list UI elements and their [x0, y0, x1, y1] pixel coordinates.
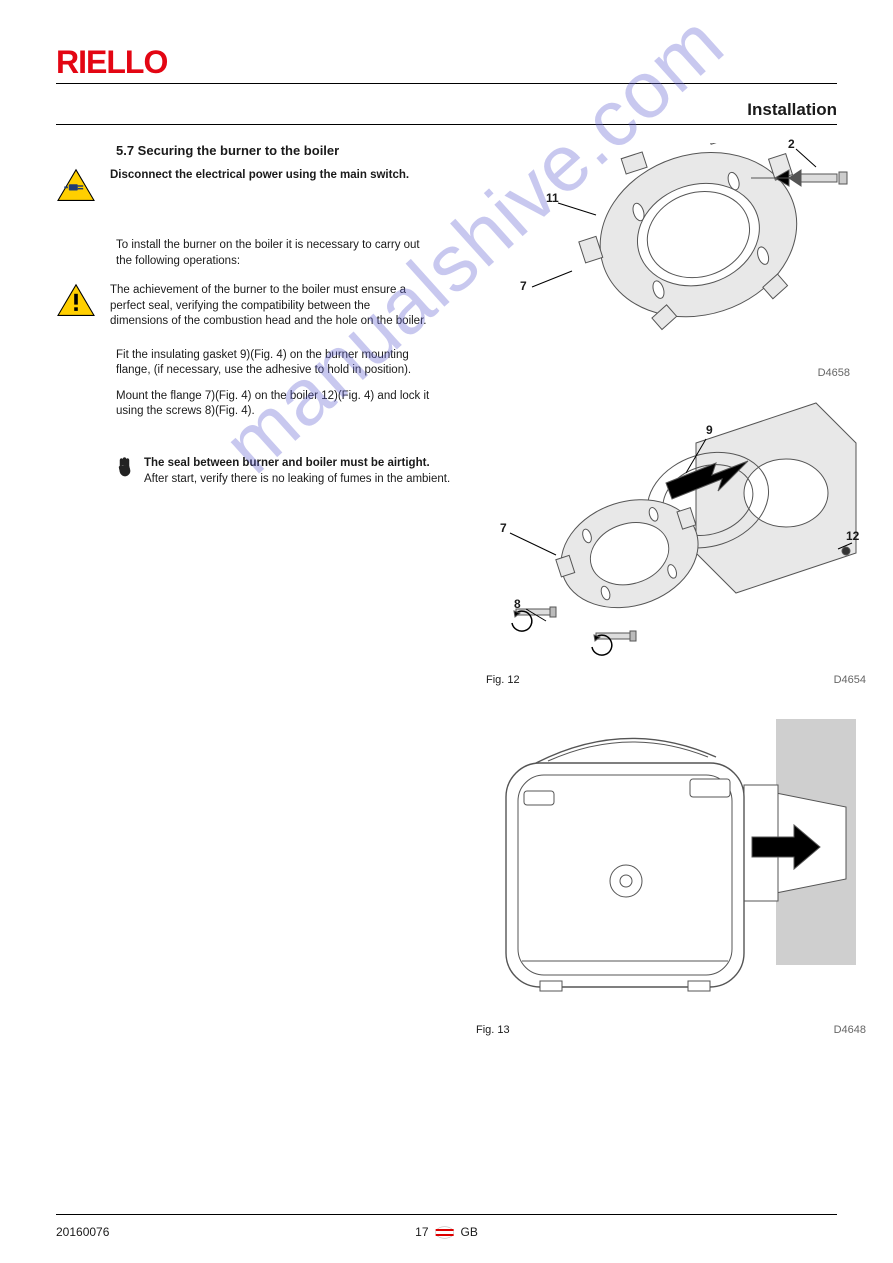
fig1-callout-11: 11 [546, 191, 559, 205]
warning-text: The achievement of the burner to the boi… [110, 283, 430, 330]
section-rule [56, 124, 837, 125]
page-footer: 20160076 17 GB [56, 1225, 837, 1239]
fig2-callout-12: 12 [846, 529, 859, 543]
fig3-number: D4648 [834, 1024, 866, 1036]
fig3-caption: Fig. 13 [476, 1024, 510, 1036]
figure-3: Fig. 13 D4648 [476, 683, 866, 1036]
footer-rule [56, 1214, 837, 1215]
fig1-number: D4658 [818, 367, 850, 379]
figure-2-diagram [486, 383, 866, 663]
seal-caption: The seal between burner and boiler must … [144, 456, 450, 472]
flag-icon [435, 1226, 455, 1239]
footer-doc-id: 20160076 [56, 1225, 109, 1239]
power-plug-warning-icon [56, 168, 96, 204]
instruction-step-1: Fit the insulating gasket 9)(Fig. 4) on … [116, 348, 436, 379]
section-title: Installation [747, 100, 837, 120]
fig2-callout-8: 8 [514, 597, 521, 611]
fig2-callout-7: 7 [500, 521, 507, 535]
figure-1: 2 11 7 D4658 [496, 143, 856, 388]
footer-lang: GB [461, 1225, 478, 1239]
brand-logo: RIELLO [56, 44, 837, 81]
seal-subtext: After start, verify there is no leaking … [144, 473, 450, 485]
fig2-callout-9: 9 [706, 423, 713, 437]
fig1-callout-7: 7 [520, 279, 527, 293]
footer-page-number: 17 [415, 1225, 428, 1239]
seal-note: The seal between burner and boiler must … [116, 456, 456, 486]
figure-3-diagram [476, 683, 866, 1013]
subsection-heading: 5.7 Securing the burner to the boiler [116, 143, 456, 158]
fig1-callout-2: 2 [788, 137, 795, 151]
warning-icon [56, 283, 96, 319]
left-column: 5.7 Securing the burner to the boiler Di… [56, 143, 456, 485]
warning-note: The achievement of the burner to the boi… [56, 283, 456, 330]
disconnect-text: Disconnect the electrical power using th… [110, 168, 430, 184]
figure-2: 7 8 9 12 Fig. 12 D4654 [486, 383, 866, 686]
disconnect-note: Disconnect the electrical power using th… [56, 168, 456, 204]
instruction-intro: To install the burner on the boiler it i… [116, 238, 436, 269]
top-rule [56, 83, 837, 84]
content-area: 5.7 Securing the burner to the boiler Di… [56, 143, 837, 1163]
figure-1-diagram [496, 143, 856, 383]
instruction-step-2: Mount the flange 7)(Fig. 4) on the boile… [116, 389, 436, 420]
hand-stop-icon [116, 456, 134, 478]
